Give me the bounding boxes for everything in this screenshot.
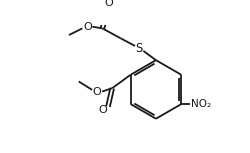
Text: S: S	[136, 42, 143, 55]
Text: O: O	[98, 105, 107, 115]
Text: NO₂: NO₂	[191, 99, 212, 109]
Text: O: O	[83, 22, 92, 32]
Text: O: O	[93, 86, 102, 97]
Text: O: O	[104, 0, 113, 8]
